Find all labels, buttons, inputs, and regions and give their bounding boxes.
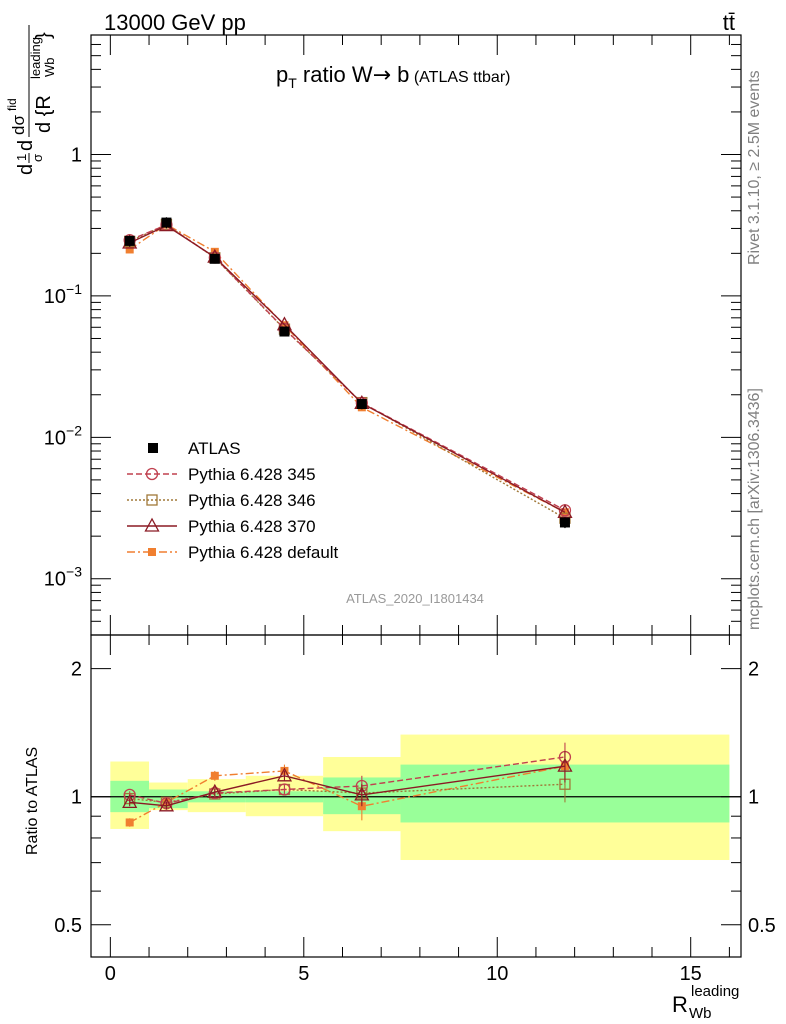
ratio-panel: 0 5 10 15 0.5 0.5 1 1 2 2 (54, 634, 776, 985)
rivet-version-label: Rivet 3.1.10, ≥ 2.5M events (746, 70, 763, 265)
series-atlas (124, 217, 570, 529)
legend-label: Pythia 6.428 default (188, 543, 339, 562)
main-y-tick-label: 10−3 (44, 564, 82, 591)
data-point-atlas (279, 326, 290, 337)
main-y-tick-label: 10−1 (44, 281, 82, 308)
x-axis-label: R leading Wb (672, 983, 739, 1022)
legend-label: Pythia 6.428 346 (188, 491, 316, 510)
plot-title: pT ratio W→ b (ATLAS ttbar) (276, 62, 510, 91)
ratio-point-p370 (158, 797, 175, 812)
svg-text:dσ: dσ (9, 115, 28, 135)
ratio-frame (90, 634, 742, 958)
legend-label: Pythia 6.428 370 (188, 517, 316, 536)
legend: ATLAS Pythia 6.428 345 Pythia 6.428 346 Pyt… (127, 439, 339, 562)
legend-entry-atlas: ATLAS (148, 439, 241, 458)
ratio-line-p345 (129, 756, 566, 805)
legend-entry-p345: Pythia 6.428 345 (127, 465, 316, 484)
main-panel: 10−3 10−2 10−1 1 (44, 34, 742, 636)
ratio-y-tick-label-right: 2 (748, 659, 759, 681)
ratio-line-p370 (129, 765, 566, 807)
x-tick-label: 0 (105, 963, 116, 985)
svg-text:leading: leading (28, 37, 43, 79)
legend-marker (146, 494, 158, 506)
data-point-atlas (356, 399, 367, 410)
svg-text:Wb: Wb (689, 1005, 712, 1022)
legend-entry-pdefault: Pythia 6.428 default (127, 543, 339, 562)
data-point-pdefault (125, 245, 134, 254)
main-y-tick-label: 1 (71, 145, 82, 167)
ratio-point-p370 (354, 786, 370, 801)
svg-text:d: d (15, 164, 37, 175)
legend-label: Pythia 6.428 345 (188, 465, 316, 484)
data-point-atlas (161, 217, 172, 228)
figure-labels: 13000 GeV pp tt̄ pT ratio W→ b (ATLAS tt… (5, 10, 739, 1022)
x-tick-label: 15 (680, 963, 702, 985)
ratio-y-tick-label-right: 1 (748, 787, 759, 809)
legend-entry-p370: Pythia 6.428 370 (127, 517, 316, 536)
legend-label: ATLAS (188, 439, 241, 458)
svg-text:d: d (15, 140, 37, 151)
series-line-p370 (129, 224, 566, 513)
svg-text:R: R (672, 992, 688, 1017)
process-label: tt̄ (723, 10, 735, 35)
ratio-y-tick-label-right: 0.5 (748, 915, 776, 937)
svg-text:σ: σ (30, 154, 45, 162)
ratio-point-p370 (557, 757, 573, 772)
energy-label: 13000 GeV pp (104, 10, 246, 35)
analysis-watermark: ATLAS_2020_I1801434 (346, 591, 484, 606)
svg-text:1: 1 (14, 154, 29, 161)
ratio-point-p370 (122, 793, 138, 809)
ratio-point-p345 (278, 783, 291, 796)
ratio-y-tick-label: 0.5 (54, 915, 82, 937)
ratio-point-p370 (276, 767, 293, 782)
data-point-atlas (559, 517, 570, 528)
ratio-y-tick-label: 1 (71, 787, 82, 809)
legend-entry-p346: Pythia 6.428 346 (127, 491, 316, 510)
data-point-atlas (209, 253, 220, 264)
mcplots-source-label: mcplots.cern.ch [arXiv:1306.3436] (746, 388, 763, 630)
svg-text:Wb: Wb (42, 58, 57, 78)
legend-marker (144, 517, 160, 532)
legend-marker (145, 467, 159, 481)
ratio-point-pdefault (210, 771, 219, 780)
x-tick-label: 5 (298, 963, 309, 985)
main-y-axis-label: d 1 σ d dσ fid d {R leading Wb } (5, 25, 57, 175)
main-y-tick-label: 10−2 (44, 422, 82, 449)
ratio-series-p370 (122, 751, 573, 812)
svg-text:d {R: d {R (33, 95, 55, 133)
svg-text:}: } (33, 32, 55, 39)
svg-text:fid: fid (5, 98, 19, 111)
legend-marker (148, 548, 156, 556)
ratio-y-axis-label: Ratio to ATLAS (24, 747, 41, 855)
ratio-point-pdefault (125, 818, 134, 827)
svg-text:leading: leading (691, 983, 739, 1000)
legend-marker (148, 443, 158, 453)
ratio-point-p370 (207, 783, 223, 798)
x-tick-label: 10 (486, 963, 508, 985)
ratio-y-tick-label: 2 (71, 659, 82, 681)
data-point-atlas (124, 235, 135, 246)
